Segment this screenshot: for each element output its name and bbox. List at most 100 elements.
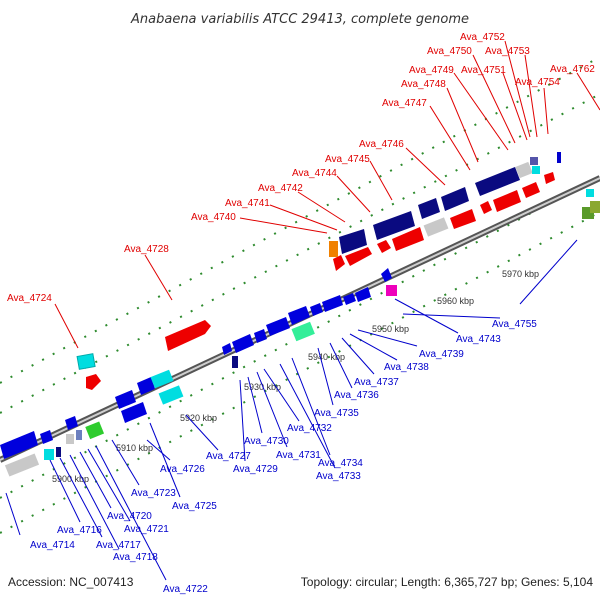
gene-label[interactable]: Ava_4738 — [384, 362, 429, 373]
gene-box-cyan[interactable] — [532, 166, 540, 174]
gene-label[interactable]: Ava_4753 — [485, 46, 530, 57]
gene-arrow-reverse[interactable] — [266, 317, 290, 336]
gene-arrow-reverse[interactable] — [121, 402, 147, 423]
gene-arrow-forward[interactable] — [480, 201, 492, 214]
forward-labels: Ava_4724 Ava_4728 Ava_4740 Ava_4741 Ava_… — [7, 32, 595, 304]
gene-arrow-forward[interactable] — [450, 209, 476, 229]
gene-arrow-forward[interactable] — [522, 182, 540, 198]
gene-label[interactable]: Ava_4742 — [258, 183, 303, 194]
gene-arrow-reverse[interactable] — [115, 390, 136, 409]
gene-label[interactable]: Ava_4717 — [96, 540, 141, 551]
gene-arrow-reverse[interactable] — [355, 287, 371, 302]
gene-box-cyan[interactable] — [150, 369, 174, 389]
gene-label[interactable]: Ava_4762 — [550, 64, 595, 75]
gene-box-cyan[interactable] — [586, 189, 594, 197]
gene-box-navy[interactable] — [557, 152, 561, 163]
gene-box-navy[interactable] — [232, 356, 238, 368]
gene-arrow-forward[interactable] — [165, 320, 211, 351]
gene-label[interactable]: Ava_4748 — [401, 79, 446, 90]
gene-label[interactable]: Ava_4733 — [316, 471, 361, 482]
gene-arrow-reverse[interactable] — [0, 431, 38, 459]
track-guides — [0, 56, 600, 534]
kbp-label: 5970 kbp — [502, 269, 539, 279]
gene-arrow-forward[interactable] — [333, 255, 345, 271]
gene-box-gray[interactable] — [4, 453, 40, 477]
gene-label[interactable]: Ava_4725 — [172, 501, 217, 512]
leader-lines — [5, 40, 600, 581]
gene-label[interactable]: Ava_4752 — [460, 32, 505, 43]
gene-arrow-forward[interactable] — [377, 240, 391, 253]
gene-label[interactable]: Ava_4739 — [419, 349, 464, 360]
gene-arrow-reverse[interactable] — [40, 430, 53, 444]
gene-label[interactable]: Ava_4749 — [409, 65, 454, 76]
gene-label[interactable]: Ava_4747 — [382, 98, 427, 109]
gene-label[interactable]: Ava_4722 — [163, 584, 208, 595]
gene-arrow-navy[interactable] — [475, 167, 520, 196]
gene-arrow-forward[interactable] — [345, 247, 372, 266]
gene-box-navy[interactable] — [530, 157, 538, 165]
gene-box-orange[interactable] — [329, 241, 338, 257]
gene-arrow-forward[interactable] — [544, 172, 555, 184]
gene-label[interactable]: Ava_4730 — [244, 436, 289, 447]
kbp-label: 5920 kbp — [180, 413, 217, 423]
gene-arrow-reverse[interactable] — [222, 343, 232, 355]
gene-arrow-reverse[interactable] — [343, 293, 356, 305]
gene-label[interactable]: Ava_4720 — [107, 511, 152, 522]
gene-box-navy[interactable] — [76, 430, 82, 440]
gene-arrow-navy[interactable] — [373, 211, 415, 240]
gene-box-gray[interactable] — [423, 217, 449, 237]
gene-label[interactable]: Ava_4736 — [334, 390, 379, 401]
gene-arrow-reverse[interactable] — [381, 268, 392, 282]
gene-label[interactable]: Ava_4721 — [124, 524, 169, 535]
gene-label[interactable]: Ava_4745 — [325, 154, 370, 165]
gene-label[interactable]: Ava_4740 — [191, 212, 236, 223]
gene-label[interactable]: Ava_4726 — [160, 464, 205, 475]
gene-label[interactable]: Ava_4724 — [7, 293, 52, 304]
gene-box-magenta[interactable] — [386, 285, 397, 296]
gene-arrow-forward[interactable] — [392, 227, 424, 251]
gene-box-green[interactable] — [85, 421, 105, 440]
gene-label[interactable]: Ava_4750 — [427, 46, 472, 57]
gene-arrow-reverse[interactable] — [322, 295, 343, 312]
gene-label[interactable]: Ava_4744 — [292, 168, 337, 179]
gene-label[interactable]: Ava_4741 — [225, 198, 270, 209]
gene-label[interactable]: Ava_4746 — [359, 139, 404, 150]
gene-arrow-reverse[interactable] — [137, 377, 155, 395]
gene-arrow-reverse[interactable] — [232, 334, 254, 353]
gene-label[interactable]: Ava_4718 — [113, 552, 158, 563]
gene-box-cyan[interactable] — [76, 353, 96, 370]
gene-label[interactable]: Ava_4727 — [206, 451, 251, 462]
gene-label[interactable]: Ava_4735 — [314, 408, 359, 419]
gene-arrow-reverse[interactable] — [254, 329, 267, 343]
gene-arrow-forward[interactable] — [86, 374, 101, 390]
gene-arrow-reverse[interactable] — [288, 306, 310, 325]
gene-label[interactable]: Ava_4714 — [30, 540, 75, 551]
gene-arrow-navy[interactable] — [339, 229, 367, 254]
gene-label[interactable]: Ava_4728 — [124, 244, 169, 255]
gene-label[interactable]: Ava_4755 — [492, 319, 537, 330]
gene-label[interactable]: Ava_4737 — [354, 377, 399, 388]
gene-arrow-navy[interactable] — [418, 198, 440, 219]
gene-label[interactable]: Ava_4716 — [57, 525, 102, 536]
gene-box-navy[interactable] — [56, 447, 61, 457]
gene-box-green[interactable] — [291, 321, 315, 342]
gene-box-gray[interactable] — [66, 434, 74, 444]
gene-label[interactable]: Ava_4732 — [287, 423, 332, 434]
gene-arrow-navy[interactable] — [441, 187, 469, 211]
gene-arrow-forward[interactable] — [493, 190, 521, 212]
gene-arrow-reverse[interactable] — [65, 416, 78, 430]
gene-box-gray[interactable] — [515, 161, 533, 179]
gene-box-cyan[interactable] — [44, 449, 54, 460]
gene-label[interactable]: Ava_4743 — [456, 334, 501, 345]
map-title: Anabaena variabilis ATCC 29413, complete… — [130, 12, 469, 27]
gene-box-cyan[interactable] — [158, 385, 184, 405]
gene-label[interactable]: Ava_4731 — [276, 450, 321, 461]
gene-label[interactable]: Ava_4751 — [461, 65, 506, 76]
gene-label[interactable]: Ava_4729 — [233, 464, 278, 475]
gene-label[interactable]: Ava_4754 — [515, 77, 560, 88]
gene-label[interactable]: Ava_4734 — [318, 458, 363, 469]
gene-arrow-reverse[interactable] — [310, 303, 323, 316]
gene-label[interactable]: Ava_4723 — [131, 488, 176, 499]
gene-box-olive[interactable] — [590, 201, 600, 213]
